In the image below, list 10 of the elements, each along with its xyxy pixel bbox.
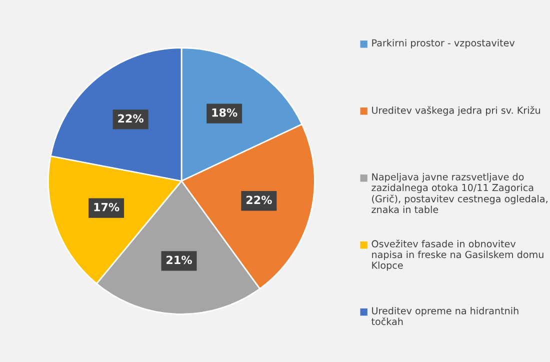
data-label: 17% bbox=[94, 202, 120, 212]
data-label: 22% bbox=[118, 114, 144, 123]
legend-label: Osvežitev fasade in obnovitev napisa in freske na Gasilskem domu Klopce bbox=[372, 240, 544, 271]
legend-label: Napeljava javne razsvetljave do zazidalnega otoka 10/11 Zagorica (Grič), postavitev cestnega ogledala, znaka in table bbox=[372, 173, 548, 214]
legend-label: Parkirni prostor - vzpostavitev bbox=[372, 39, 515, 48]
data-label: 21% bbox=[166, 256, 192, 264]
legend-label: Ureditev opreme na hidrantnih točkah bbox=[372, 306, 518, 326]
data-label: 22% bbox=[246, 196, 272, 204]
legend-label: Ureditev vaškega jedra pri sv. Križu bbox=[372, 106, 540, 116]
data-label: 18% bbox=[212, 108, 238, 117]
